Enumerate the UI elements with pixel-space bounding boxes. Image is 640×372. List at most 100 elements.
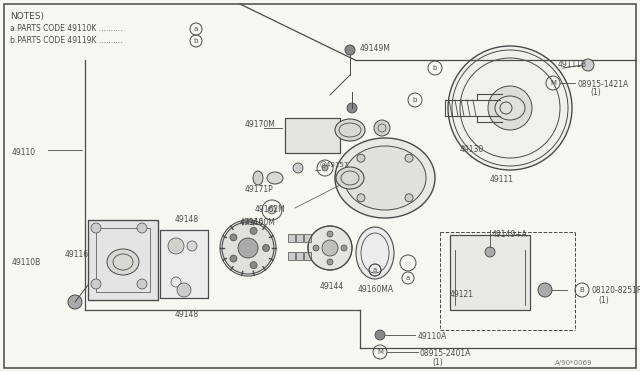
Circle shape (538, 283, 552, 297)
Circle shape (262, 244, 269, 251)
Bar (88, 220, 158, 300)
Circle shape (230, 234, 237, 241)
Bar (160, 230, 208, 298)
Text: 08915-2401A: 08915-2401A (420, 349, 472, 358)
Circle shape (347, 103, 357, 113)
Text: 49148: 49148 (175, 215, 199, 224)
Circle shape (374, 120, 390, 136)
Circle shape (91, 279, 101, 289)
Circle shape (405, 154, 413, 162)
Circle shape (322, 240, 338, 256)
Ellipse shape (222, 222, 274, 274)
Circle shape (137, 279, 147, 289)
Text: 49171P: 49171P (245, 185, 274, 194)
Circle shape (327, 259, 333, 265)
Circle shape (268, 206, 276, 214)
Ellipse shape (336, 167, 364, 189)
Text: 49140: 49140 (240, 218, 264, 227)
Circle shape (375, 330, 385, 340)
Ellipse shape (267, 172, 283, 184)
Text: (1): (1) (590, 88, 601, 97)
Circle shape (357, 154, 365, 162)
Text: b.PARTS CODE 49119K ..........: b.PARTS CODE 49119K .......... (10, 36, 123, 45)
Circle shape (322, 165, 328, 171)
Circle shape (313, 245, 319, 251)
Ellipse shape (253, 171, 263, 185)
Text: 49111: 49111 (490, 175, 514, 184)
Circle shape (293, 163, 303, 173)
Bar (285, 118, 340, 153)
Text: M: M (550, 80, 556, 86)
Text: 49110A: 49110A (418, 332, 447, 341)
Text: 49121: 49121 (450, 290, 474, 299)
Ellipse shape (308, 226, 352, 270)
Ellipse shape (107, 249, 139, 275)
Ellipse shape (344, 146, 426, 210)
Text: 08915-1421A: 08915-1421A (578, 80, 629, 89)
Circle shape (345, 45, 355, 55)
Text: 49160MA: 49160MA (358, 285, 394, 294)
Circle shape (582, 59, 594, 71)
Text: M: M (377, 349, 383, 355)
Circle shape (357, 194, 365, 202)
Circle shape (488, 86, 532, 130)
Circle shape (137, 223, 147, 233)
Text: B: B (580, 287, 584, 293)
Text: a.PARTS CODE 49110K ..........: a.PARTS CODE 49110K .......... (10, 24, 122, 33)
Circle shape (448, 46, 572, 170)
Circle shape (506, 104, 514, 112)
Text: 49144: 49144 (320, 282, 344, 291)
Circle shape (250, 227, 257, 234)
Text: 08120-8251F: 08120-8251F (592, 286, 640, 295)
Text: 49111B: 49111B (558, 60, 587, 69)
Circle shape (341, 245, 347, 251)
Text: b: b (433, 65, 437, 71)
Text: 49116: 49116 (65, 250, 89, 259)
Bar (288, 252, 295, 260)
Bar (88, 220, 158, 300)
Bar (450, 235, 530, 310)
Circle shape (405, 194, 413, 202)
Text: 49149+A: 49149+A (492, 230, 528, 239)
Text: 49148: 49148 (175, 310, 199, 319)
Text: b: b (194, 38, 198, 44)
Text: a: a (194, 26, 198, 32)
Ellipse shape (356, 227, 394, 279)
Text: @49157: @49157 (320, 162, 349, 169)
Text: NOTES): NOTES) (10, 12, 44, 21)
Bar (304, 252, 311, 260)
Text: A/90*0069: A/90*0069 (555, 360, 593, 366)
Bar (296, 252, 303, 260)
Text: 49130: 49130 (460, 145, 484, 154)
Text: 49110: 49110 (12, 148, 36, 157)
Text: 49162M: 49162M (255, 205, 285, 214)
Text: (1): (1) (432, 358, 443, 367)
Circle shape (177, 283, 191, 297)
Circle shape (68, 295, 82, 309)
Bar (160, 230, 208, 298)
Bar (296, 234, 303, 242)
Circle shape (238, 238, 258, 258)
Text: 49110B: 49110B (12, 258, 41, 267)
Circle shape (91, 223, 101, 233)
Text: a: a (406, 275, 410, 281)
Text: 49170M: 49170M (245, 120, 276, 129)
Circle shape (327, 231, 333, 237)
Circle shape (250, 262, 257, 269)
Bar (288, 234, 295, 242)
Circle shape (230, 255, 237, 262)
Ellipse shape (495, 96, 525, 120)
Bar (450, 235, 530, 310)
Circle shape (485, 247, 495, 257)
Ellipse shape (335, 119, 365, 141)
Ellipse shape (335, 138, 435, 218)
Text: a: a (373, 267, 377, 273)
Bar (285, 118, 340, 153)
Circle shape (500, 98, 520, 118)
Text: b: b (413, 97, 417, 103)
Circle shape (187, 241, 197, 251)
Circle shape (168, 238, 184, 254)
Bar (96, 228, 150, 292)
Text: (1): (1) (598, 296, 609, 305)
Bar (304, 234, 311, 242)
